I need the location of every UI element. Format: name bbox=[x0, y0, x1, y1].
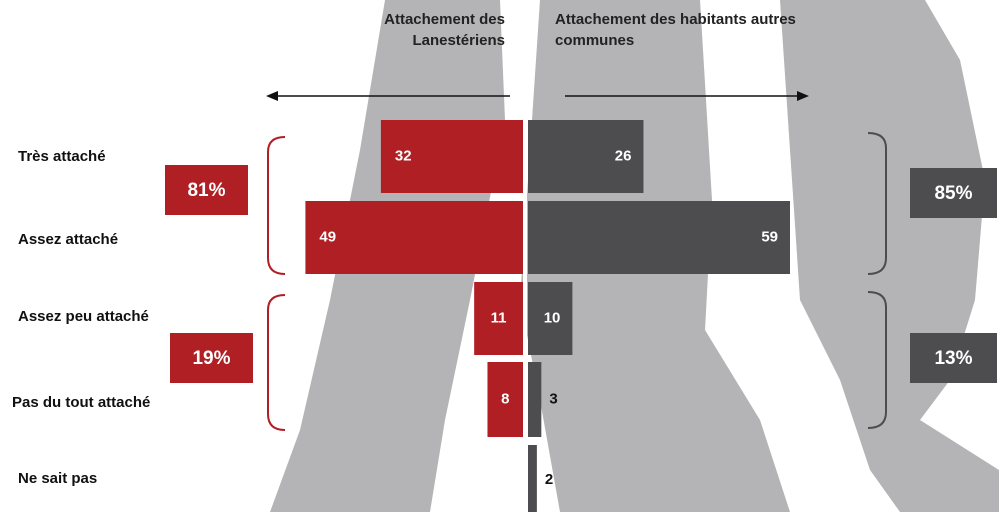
series-header: Attachement des habitants autres commune… bbox=[555, 9, 865, 51]
summary-label: 19% bbox=[192, 348, 230, 369]
value-label: 3 bbox=[549, 390, 557, 407]
value-label: 11 bbox=[491, 309, 507, 326]
value-label: 8 bbox=[501, 390, 509, 407]
category-label: Assez peu attaché bbox=[18, 308, 149, 325]
summary-label: 81% bbox=[187, 180, 225, 201]
bar bbox=[528, 445, 537, 512]
value-label: 2 bbox=[545, 471, 553, 488]
value-label: 10 bbox=[544, 309, 561, 326]
summary-label: 85% bbox=[934, 183, 972, 204]
chart: Très attaché Assez attaché Assez peu attac… bbox=[0, 0, 999, 512]
bar bbox=[528, 362, 541, 437]
value-label: 59 bbox=[761, 228, 778, 245]
category-label: Très attaché bbox=[18, 148, 106, 165]
value-label: 32 bbox=[395, 147, 412, 164]
chart-canvas: Très attaché Assez attaché Assez peu attac… bbox=[0, 0, 999, 512]
bar bbox=[528, 201, 790, 274]
value-label: 49 bbox=[319, 228, 336, 245]
category-label: Assez attaché bbox=[18, 231, 118, 248]
series-header: Attachement des Lanestériens bbox=[305, 9, 505, 51]
bar bbox=[305, 201, 523, 274]
summary-label: 13% bbox=[934, 348, 972, 369]
category-label: Ne sait pas bbox=[18, 470, 97, 487]
category-label: Pas du tout attaché bbox=[12, 394, 150, 411]
value-label: 26 bbox=[615, 147, 632, 164]
